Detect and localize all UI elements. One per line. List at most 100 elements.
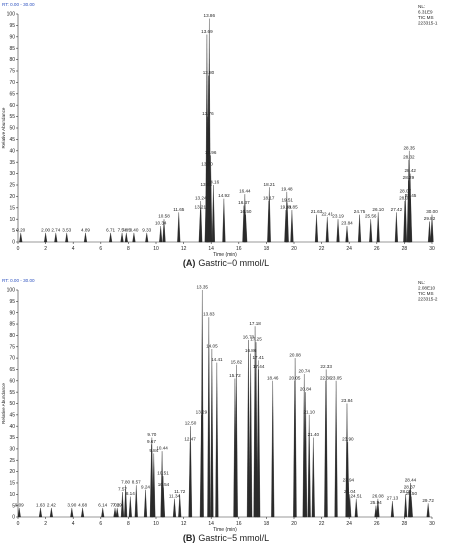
peak [249, 353, 253, 518]
peak-label: 10.58 [158, 214, 170, 219]
peak [376, 498, 380, 518]
caption-text: Gastric−5 mmol/L [198, 533, 269, 543]
y-tick-label: 95 [9, 299, 15, 305]
caption-text: Gastric−0 mmol/L [198, 258, 269, 268]
peak-label: 16.37 [238, 200, 250, 205]
peak-label: 13.70 [201, 161, 213, 166]
peak [325, 216, 329, 243]
peak-label: 19.51 [281, 198, 293, 203]
x-tick-label: 8 [127, 521, 130, 527]
y-tick-label: 55 [9, 114, 15, 120]
peak [304, 392, 308, 518]
y-axis-label: Relative Abundance [1, 383, 6, 424]
peak-label: 14.41 [211, 357, 223, 362]
peak-label: 7.19 [113, 502, 122, 507]
y-tick-label: 85 [9, 46, 15, 52]
peak-label: 28.09 [400, 489, 412, 494]
peak-label: 28.44 [405, 477, 417, 482]
peak [44, 232, 48, 243]
peak [120, 492, 125, 518]
info-line: NL: [418, 280, 425, 285]
x-tick-label: 26 [374, 521, 380, 527]
peak [124, 232, 128, 243]
peak-label: 7.03 [111, 502, 120, 507]
peak [113, 507, 117, 518]
peak-label: 21.63 [311, 209, 323, 214]
peak [115, 507, 119, 518]
peak-label: 17.18 [249, 321, 261, 326]
peak-label: 28.42 [404, 168, 416, 173]
peak [198, 210, 202, 243]
peak-label: 23.94 [343, 477, 355, 482]
caption: (A) Gastric−0 mmol/L [183, 258, 269, 268]
peak [234, 364, 238, 518]
peak [65, 232, 69, 243]
y-tick-label: 55 [9, 390, 15, 396]
x-axis-label: Time (min) [213, 527, 237, 533]
x-tick-label: 0 [17, 521, 20, 527]
peak-label: 18.46 [267, 375, 279, 380]
y-tick-label: 40 [9, 148, 15, 154]
peak-label: 19.48 [281, 186, 293, 191]
y-tick-label: 20 [9, 469, 15, 475]
y-tick-label: 25 [9, 183, 15, 189]
y-tick-label: 20 [9, 194, 15, 200]
peak-label: 17.25 [250, 337, 262, 342]
peak-label: 23.84 [341, 221, 353, 226]
peak [38, 507, 43, 518]
y-tick-label: 5 [12, 503, 15, 509]
peak-label: 7.85 [122, 227, 131, 232]
y-tick-label: 35 [9, 160, 15, 166]
peak-label: 28.32 [403, 154, 415, 159]
x-tick-label: 12 [181, 521, 187, 527]
peak [426, 503, 430, 518]
peak [211, 184, 215, 243]
y-tick-label: 35 [9, 435, 15, 441]
peak [152, 453, 156, 518]
x-tick-label: 20 [291, 521, 297, 527]
peak [409, 496, 413, 518]
peak [204, 187, 208, 243]
peak [354, 498, 358, 518]
y-tick-label: 15 [9, 481, 15, 487]
peak [430, 214, 434, 243]
peak-label: 10.34 [155, 221, 167, 226]
peak-label: 13.21 [195, 205, 207, 210]
peak [348, 494, 352, 518]
peak [406, 180, 410, 243]
peak-label: 23.19 [332, 214, 344, 219]
peak [134, 485, 138, 518]
peak [369, 219, 373, 243]
peak-label: 16.44 [239, 189, 251, 194]
peak-label: 14.16 [208, 180, 220, 185]
peak-label: 20.74 [298, 368, 310, 373]
peak-label: 24.75 [354, 209, 366, 214]
y-tick-label: 60 [9, 378, 15, 384]
peak-label: 12.50 [185, 421, 197, 426]
y-tick-label: 90 [9, 310, 15, 316]
peak-label: 21.10 [303, 409, 315, 414]
peak-label: 0.09 [15, 502, 24, 507]
y-tick-label: 95 [9, 23, 15, 29]
peak-label: 10.44 [156, 446, 168, 451]
peak-label: 3.90 [67, 502, 76, 507]
x-tick-label: 16 [236, 246, 242, 252]
peak [199, 414, 203, 518]
peak-label: 7.54 [118, 227, 127, 232]
x-tick-label: 0 [17, 246, 20, 252]
y-tick-label: 100 [7, 12, 16, 18]
y-tick-label: 80 [9, 57, 15, 63]
peak-label: 28.07 [400, 189, 412, 194]
peak [161, 487, 166, 518]
peak-label: 29.72 [422, 498, 434, 503]
peak-label: 0.20 [16, 227, 25, 232]
y-tick-label: 75 [9, 69, 15, 75]
peak-label: 7.57 [118, 487, 127, 492]
y-tick-label: 75 [9, 344, 15, 350]
info-line: 6.31E9 [418, 10, 433, 15]
peak-label: 17.41 [253, 355, 265, 360]
peak-label: 25.94 [370, 500, 382, 505]
x-tick-label: 30 [429, 246, 435, 252]
peak-label: 24.04 [344, 489, 356, 494]
peak-label: 2.00 [41, 227, 50, 232]
